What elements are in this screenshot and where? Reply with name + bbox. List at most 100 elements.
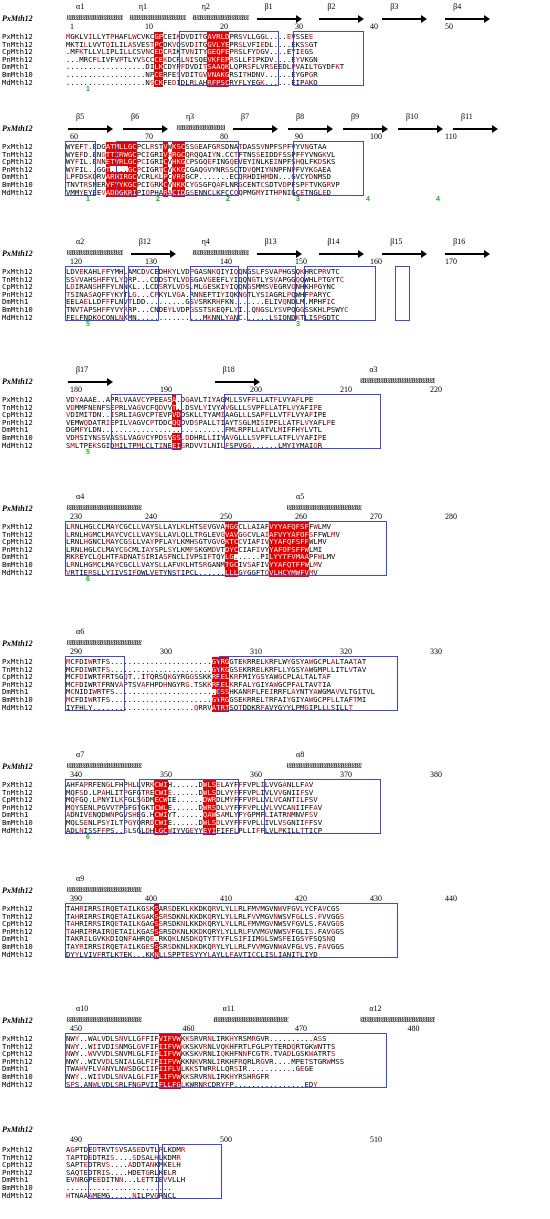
position-number: 200 (250, 385, 262, 394)
position-number: 160 (370, 257, 382, 266)
helix-coil: ℓℓℓℓℓℓℓℓℓℓℓℓℓℓℓℓℓℓℓℓℓℓℓℓℓℓℓℓℓℓℓℓ (286, 763, 362, 769)
sequence-name: MdMth12 (2, 567, 33, 577)
sequence-name: BmMth10 (2, 1183, 33, 1192)
position-number: 300 (160, 647, 172, 656)
secondary-structure-label: β13 (264, 237, 277, 246)
conservation-box (65, 141, 97, 197)
sequence-row: MQFSD.LPAHLITPGFGTRECWIE......DWLSDLVYFF… (66, 787, 314, 797)
sequence-row: ADLNISSFFPS..SLSGLDHLGCWIYVGEYYEYIFIFFLP… (66, 825, 323, 835)
position-number: 310 (250, 647, 262, 656)
position-number: 350 (160, 770, 172, 779)
position-number: 270 (370, 512, 382, 521)
position-number: 120 (70, 257, 82, 266)
alignment-block: PxMth12 β17 β18 α3 ℓℓℓℓℓℓℓℓℓℓℓℓℓℓℓℓℓℓℓℓℓℓℓℓℓ… (0, 363, 550, 483)
alignment-block: PxMth12 α4 ℓℓℓℓℓℓℓℓℓℓℓℓℓℓℓℓℓℓℓℓℓℓℓℓℓℓℓℓℓℓℓ… (0, 490, 550, 615)
alignment-block: PxMth12 490 500 510 PxMth12 AGPTDEDTRVTSVSASE… (0, 1125, 550, 1219)
secondary-structure-label: β1 (264, 2, 273, 11)
sequence-name: BmMth10 (2, 180, 33, 189)
conservation-box (65, 903, 399, 959)
conservation-box (110, 394, 182, 450)
conservation-box (264, 779, 382, 835)
cysteine-pair-marker: 3 (296, 321, 300, 329)
beta-strand-arrow (445, 15, 491, 23)
sequence-name: PxMth12 (2, 522, 33, 531)
secondary-structure-label: α4 (76, 492, 85, 501)
position-number: 240 (145, 512, 157, 521)
sequence-row: VRTIERSLLYIIVSIFQWLVETYNSTIPCL......LLLG… (66, 567, 318, 577)
position-number: 420 (295, 894, 307, 903)
beta-strand-arrow (123, 125, 168, 133)
helix-coil: ℓℓℓℓℓℓℓℓℓℓℓℓℓℓℓℓℓℓℓℓℓℓℓℓℓℓℓℓℓℓℓℓ (66, 887, 142, 893)
conservation-box (87, 1144, 160, 1200)
helix-coil: ℓℓℓℓℓℓℓℓℓℓℓℓℓℓℓℓℓℓℓℓℓℓℓℓℓℓℓℓℓℓℓℓ (359, 378, 435, 384)
sequence-name: TnMth12 (2, 274, 33, 284)
secondary-structure-label: α5 (296, 492, 305, 501)
sequence-name: CpMth12 (2, 795, 33, 805)
position-number: 90 (295, 132, 303, 141)
sequence-row: FELFNDKQCQNLNKMN...............MKNNLYANC… (66, 312, 340, 322)
secondary-structure-label: β17 (76, 365, 89, 374)
beta-strand-arrow (256, 250, 302, 258)
sequence-name: CpMth12 (2, 1160, 33, 1170)
alignment-block: PxMth12 α10 ℓℓℓℓℓℓℓℓℓℓℓℓℓℓℓℓℓℓℓℓℓℓℓℓℓℓℓℓℓℓ… (0, 1002, 550, 1122)
sequence-row: MCNIDIWRTFS.......................GSSHKA… (66, 687, 376, 697)
sequence-name: DmMth1 (2, 552, 29, 562)
sequence-name: MdMth12 (2, 702, 33, 712)
secondary-structure-label: β6 (131, 112, 140, 121)
position-number: 140 (220, 257, 232, 266)
cysteine-pair-marker: 1 (86, 86, 90, 94)
reference-structure-label: PxMth12 (2, 762, 33, 771)
sequence-name: TnMth12 (2, 402, 33, 412)
alignment-block: PxMth12 α2 ℓℓℓℓℓℓℓℓℓℓℓℓℓℓℓℓℓℓℓℓℓℓℓℓℓℓℓℓℓℓℓ… (0, 235, 550, 355)
conservation-box (65, 656, 125, 712)
alignment-block: PxMth12 α7 ℓℓℓℓℓℓℓℓℓℓℓℓℓℓℓℓℓℓℓℓℓℓℓℓℓℓℓℓℓℓℓ… (0, 748, 550, 868)
sequence-name: DmMth1 (2, 687, 29, 697)
position-number: 40 (370, 22, 378, 31)
sequence-row: VDMSIYNSSVASSLVAGVCYPDSVSS.DDHRLLIIYAVGL… (66, 433, 327, 442)
alignment-block: PxMth12 β5 β6 η3 ℓℓℓℓℓℓℓℓℓℓℓℓℓℓℓℓℓℓℓℓℓℓℓℓℓℓℓ… (0, 110, 550, 228)
cysteine-pair-marker: 6 (86, 576, 90, 584)
cysteine-pair-marker: 2 (226, 196, 230, 204)
secondary-structure-label: α3 (369, 365, 378, 374)
sequence-name: PxMth12 (2, 657, 33, 666)
beta-strand-arrow (288, 125, 333, 133)
position-number: 360 (250, 770, 262, 779)
conservation-box (139, 779, 239, 835)
sequence-row: TAHRIRRAIRQETAILKGASSSRSDKNLKKDKQRYLYLLR… (66, 926, 345, 936)
sequence-name: DmMth1 (2, 1175, 29, 1185)
sequence-row: TAYRIRRSIRQETAILKGESSSRSDKNLKKDKQRYLYLLR… (66, 942, 345, 951)
sequence-row: TSINASAQFFYKYTLG...CPKYLVGA.RNNEFTIYIQKN… (66, 289, 331, 299)
position-number: 60 (70, 132, 78, 141)
secondary-structure-label: β4 (453, 2, 462, 11)
cysteine-pair-marker: 4 (436, 196, 440, 204)
helix-coil: ℓℓℓℓℓℓℓℓℓℓℓℓℓℓℓℓℓℓℓℓℓℓℓℓℓℓℓℓℓℓℓℓ (359, 1017, 435, 1023)
position-number: 220 (430, 385, 442, 394)
sequence-name: PxMth12 (2, 780, 33, 789)
helix-coil: ℓℓℓℓℓℓℓℓℓℓℓℓℓℓℓℓℓℓℓℓℓℓℓℓℓℓℓℓℓℓℓℓ (66, 505, 142, 511)
cysteine-pair-marker: 5 (86, 321, 90, 329)
sequence-name: PnMth12 (2, 1056, 33, 1066)
sequence-name: BmMth10 (2, 305, 33, 314)
beta-strand-arrow (130, 250, 176, 258)
alignment-block: PxMth12 α9 ℓℓℓℓℓℓℓℓℓℓℓℓℓℓℓℓℓℓℓℓℓℓℓℓℓℓℓℓℓℓℓ… (0, 872, 550, 997)
reference-structure-label: PxMth12 (2, 1125, 33, 1134)
position-number: 180 (70, 385, 82, 394)
sequence-row: EELAELLDFFFLNVTLDD.........GSVSRKRHFKN..… (66, 297, 336, 307)
position-number: 250 (220, 512, 232, 521)
helix-coil: ℓℓℓℓℓℓℓℓℓℓℓℓℓℓℓℓℓℓℓℓℓℓℓℓℓℓℓℓℓℓℓℓ (128, 15, 186, 21)
position-number: 470 (295, 1024, 307, 1033)
sequence-name: PxMth12 (2, 1145, 33, 1154)
sequence-name: TnMth12 (2, 1152, 33, 1162)
sequence-row: LRNLHGMCLMAYCGCLLVAYSLLAFVKLHTSRGANMTGCI… (66, 560, 323, 569)
position-number: 170 (445, 257, 457, 266)
secondary-structure-label: β3 (390, 2, 399, 11)
sequence-name: DmMth1 (2, 934, 29, 944)
conservation-box (116, 141, 239, 197)
cysteine-pair-marker: 2 (156, 196, 160, 204)
sequence-name: TnMth12 (2, 149, 33, 159)
conservation-box (224, 394, 382, 450)
conservation-box (65, 1033, 387, 1089)
beta-strand-arrow (68, 125, 113, 133)
sequence-name: MdMth12 (2, 440, 33, 450)
position-number: 80 (220, 132, 228, 141)
